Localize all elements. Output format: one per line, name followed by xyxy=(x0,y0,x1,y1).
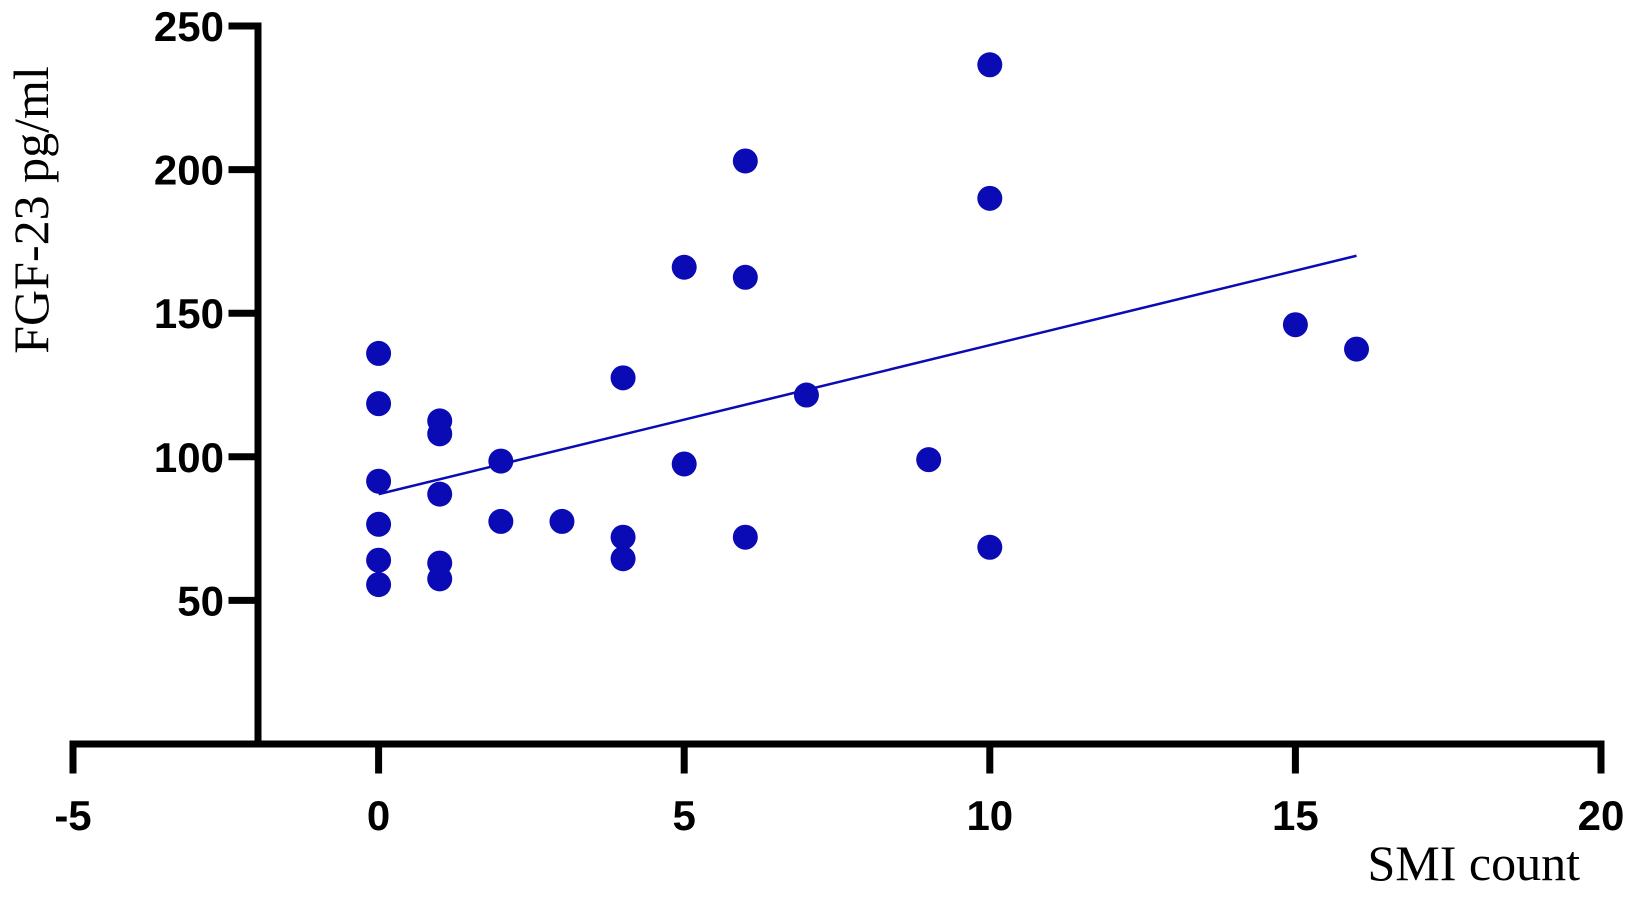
point xyxy=(366,468,392,494)
y-tick-label: 250 xyxy=(154,3,224,50)
point xyxy=(610,524,636,550)
point xyxy=(732,148,758,174)
point xyxy=(610,365,636,391)
x-tick-label: 10 xyxy=(966,792,1013,839)
point xyxy=(610,546,636,572)
y-tick-label: 50 xyxy=(177,577,224,624)
y-tick-label: 150 xyxy=(154,290,224,337)
point xyxy=(427,566,453,592)
y-tick-label: 100 xyxy=(154,434,224,481)
x-tick-label: 0 xyxy=(367,792,390,839)
x-tick-label: 5 xyxy=(673,792,696,839)
point xyxy=(732,264,758,290)
point xyxy=(488,448,514,474)
y-tick-label: 200 xyxy=(154,147,224,194)
point xyxy=(427,421,453,447)
point xyxy=(793,382,819,408)
point xyxy=(366,391,392,417)
point xyxy=(366,511,392,537)
x-tick-label: 20 xyxy=(1578,792,1625,839)
point xyxy=(366,340,392,366)
y-axis-title: FGF-23 pg/ml xyxy=(3,66,59,354)
point xyxy=(427,481,453,507)
trend-line xyxy=(378,254,1357,496)
x-axis-title: SMI count xyxy=(1368,835,1581,891)
point xyxy=(366,572,392,598)
point xyxy=(977,52,1003,78)
point xyxy=(366,547,392,573)
point xyxy=(549,508,575,534)
point xyxy=(732,524,758,550)
point xyxy=(977,534,1003,560)
x-tick-label: 15 xyxy=(1272,792,1319,839)
point xyxy=(1282,312,1308,338)
point xyxy=(916,447,942,473)
point xyxy=(488,508,514,534)
point xyxy=(1344,336,1370,362)
x-tick-label: -5 xyxy=(54,792,91,839)
point xyxy=(671,451,697,477)
point xyxy=(671,254,697,280)
point xyxy=(977,185,1003,211)
